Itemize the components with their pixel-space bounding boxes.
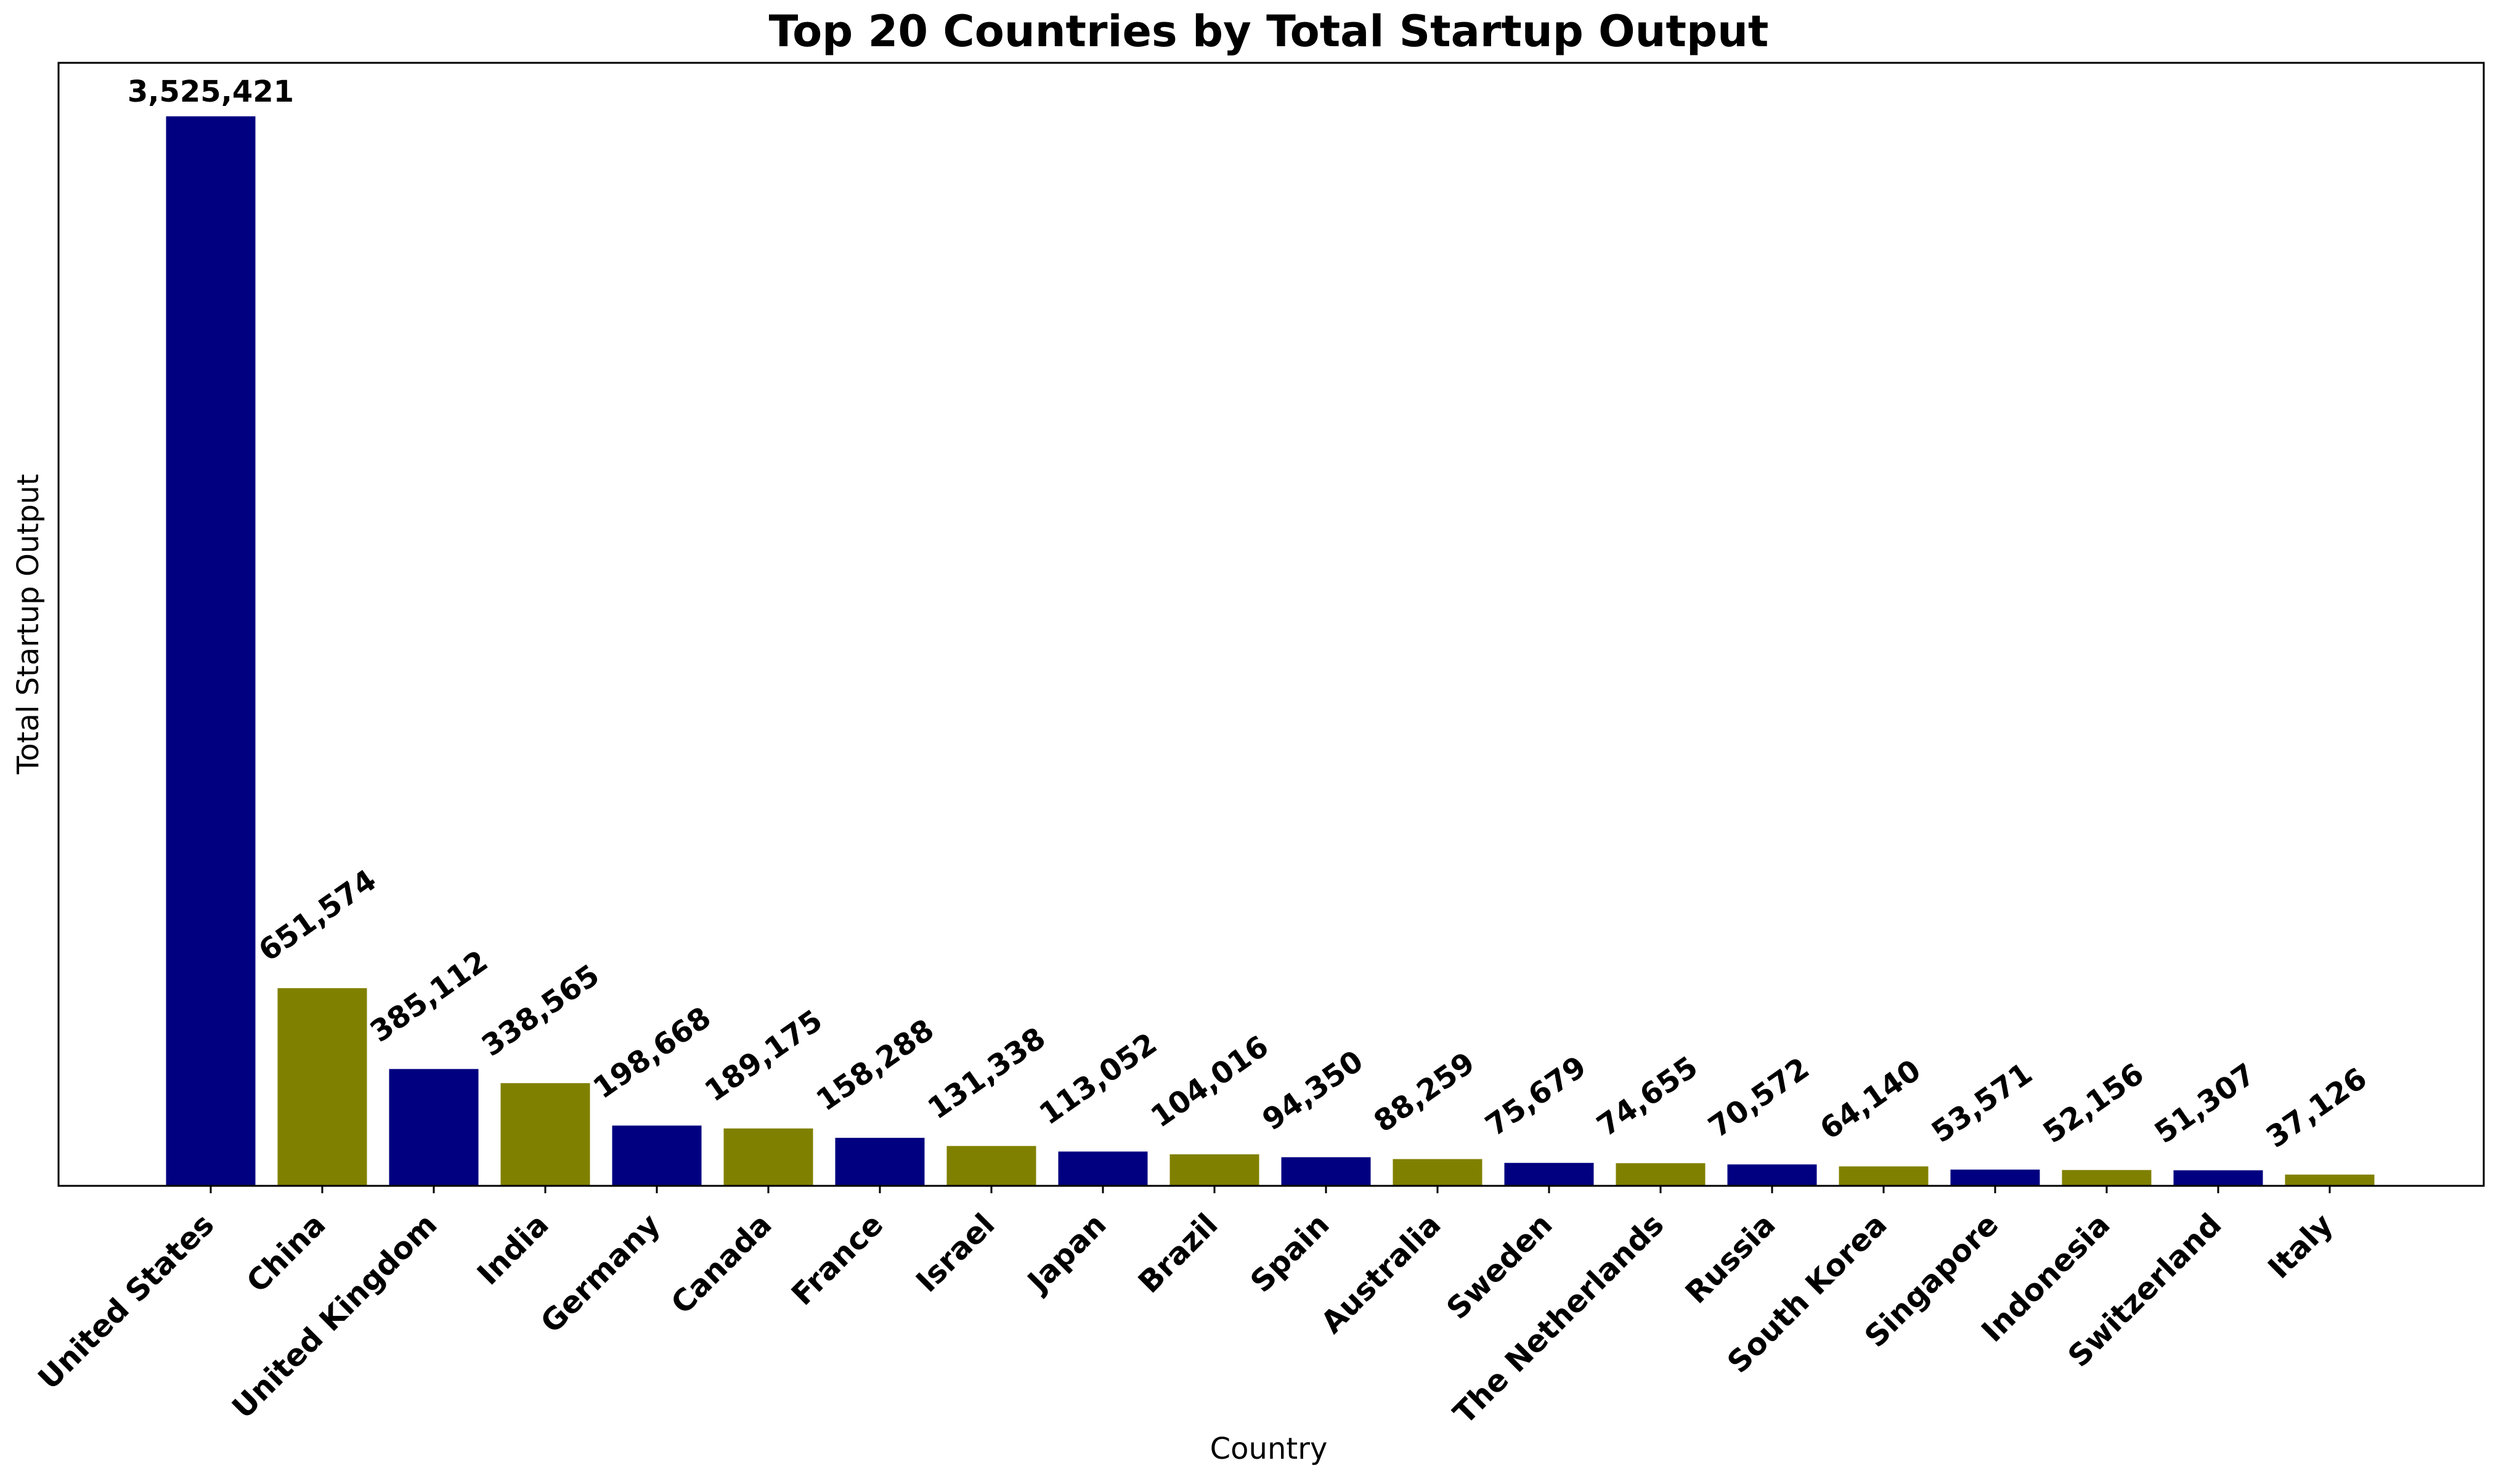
bar-9 xyxy=(1169,1154,1259,1186)
x-ticks-layer xyxy=(209,1186,2331,1193)
bar-7 xyxy=(946,1146,1036,1186)
bar-13 xyxy=(1616,1163,1706,1186)
bar-17 xyxy=(2062,1170,2152,1186)
bar-18 xyxy=(2173,1170,2263,1186)
value-label-0: 3,525,421 xyxy=(128,75,294,109)
bar-5 xyxy=(723,1128,813,1186)
bar-0 xyxy=(166,116,256,1186)
bar-19 xyxy=(2285,1174,2375,1186)
bar-1 xyxy=(277,988,367,1186)
bar-6 xyxy=(835,1138,925,1186)
bar-14 xyxy=(1727,1164,1817,1186)
bar-8 xyxy=(1058,1151,1148,1186)
bar-4 xyxy=(612,1125,702,1186)
bar-2 xyxy=(389,1069,479,1186)
bar-3 xyxy=(500,1083,590,1186)
y-axis-label: Total Startup Output xyxy=(11,474,46,775)
plot-frame xyxy=(57,62,2485,1187)
bar-15 xyxy=(1839,1166,1929,1186)
chart-title: Top 20 Countries by Total Startup Output xyxy=(769,6,1769,57)
bar-12 xyxy=(1504,1162,1594,1186)
bar-16 xyxy=(1950,1169,2040,1186)
bars-layer xyxy=(166,116,2375,1186)
bar-10 xyxy=(1281,1157,1371,1186)
bar-11 xyxy=(1393,1159,1482,1186)
x-axis-label: Country xyxy=(1210,1432,1328,1466)
